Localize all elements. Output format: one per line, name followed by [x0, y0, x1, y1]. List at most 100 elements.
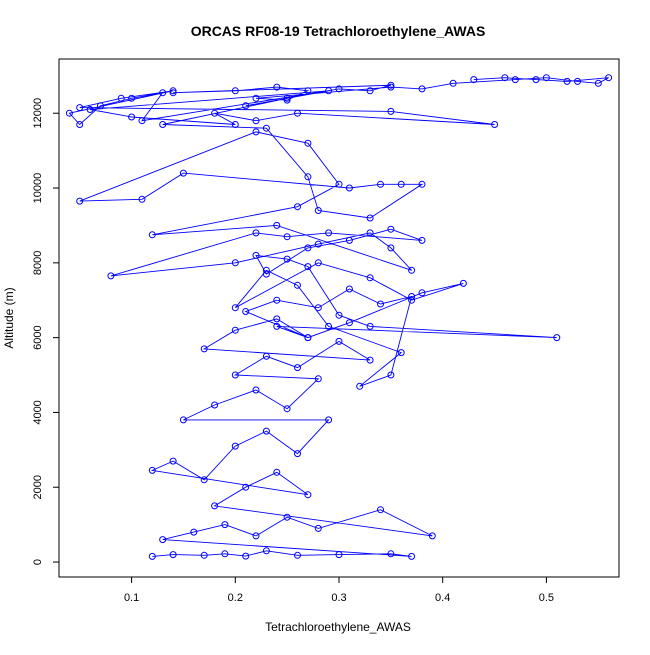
- data-point: [366, 229, 374, 237]
- series-layer: [65, 74, 613, 560]
- data-point: [294, 281, 301, 289]
- data-point: [366, 214, 374, 222]
- data-point: [345, 319, 353, 327]
- data-point: [169, 457, 177, 465]
- data-point: [221, 521, 229, 529]
- y-axis-label: Altitude (m): [2, 287, 16, 348]
- data-point: [553, 334, 561, 342]
- data-point: [117, 94, 125, 102]
- data-point: [335, 337, 343, 345]
- data-point: [252, 117, 260, 125]
- data-point: [273, 296, 281, 304]
- data-point: [294, 551, 301, 559]
- data-point: [262, 266, 270, 274]
- data-point: [231, 87, 239, 95]
- data-point: [314, 375, 322, 383]
- data-point: [449, 79, 457, 87]
- data-point: [408, 293, 416, 300]
- data-point: [211, 502, 219, 510]
- data-point: [148, 466, 156, 474]
- data-point: [159, 121, 167, 128]
- data-point: [179, 169, 187, 177]
- data-point: [428, 532, 436, 540]
- data-point: [408, 266, 416, 274]
- data-point: [397, 349, 405, 357]
- data-point: [283, 255, 291, 263]
- data-point: [366, 274, 374, 282]
- data-point: [459, 279, 467, 287]
- data-point: [273, 221, 281, 229]
- data-point: [418, 85, 426, 93]
- data-point: [294, 109, 301, 117]
- data-point: [283, 513, 291, 521]
- data-point: [65, 109, 73, 117]
- data-point: [231, 326, 239, 334]
- y-tick-label: 6000: [32, 325, 44, 349]
- data-point: [366, 356, 374, 364]
- data-point: [532, 76, 540, 84]
- y-tick-label: 4000: [32, 400, 44, 424]
- data-point: [325, 87, 333, 95]
- data-point: [605, 74, 613, 82]
- data-point: [304, 491, 312, 499]
- chart-title: ORCAS RF08-19 Tetrachloroethylene_AWAS: [191, 23, 486, 39]
- x-axis: 0.1 0.2 0.3 0.4 0.5: [124, 576, 554, 604]
- data-point: [76, 121, 84, 128]
- x-tick-label: 0.3: [331, 592, 346, 604]
- x-tick-label: 0.1: [124, 592, 139, 604]
- data-point: [418, 180, 426, 188]
- y-axis: 0 2000 4000 6000 8000 10000 12000: [32, 98, 60, 565]
- data-point: [470, 76, 478, 84]
- data-point: [335, 180, 343, 188]
- data-point: [377, 300, 384, 308]
- x-tick-label: 0.2: [228, 592, 243, 604]
- data-point: [345, 236, 353, 244]
- data-point: [159, 536, 167, 544]
- data-point: [408, 552, 416, 560]
- data-point: [138, 195, 146, 203]
- y-tick-label: 0: [32, 559, 44, 565]
- data-point: [148, 552, 156, 560]
- data-point: [314, 259, 322, 267]
- data-point: [387, 81, 395, 89]
- data-point: [128, 113, 136, 121]
- data-point: [242, 483, 250, 491]
- data-point: [200, 345, 208, 353]
- data-point: [408, 296, 416, 304]
- data-point: [594, 79, 602, 87]
- data-point: [128, 94, 136, 102]
- data-point: [107, 272, 115, 280]
- x-axis-label: Tetrachloroethylene_AWAS: [265, 620, 411, 634]
- data-point: [262, 547, 270, 555]
- data-point: [231, 304, 239, 312]
- data-point: [262, 124, 270, 132]
- data-point: [273, 468, 281, 476]
- data-point: [377, 506, 384, 514]
- data-point: [148, 231, 156, 239]
- data-point: [169, 87, 177, 95]
- data-point: [76, 197, 84, 205]
- y-tick-label: 10000: [32, 173, 44, 204]
- data-point: [542, 74, 550, 82]
- data-point: [159, 89, 167, 97]
- x-tick-label: 0.5: [539, 592, 554, 604]
- data-point: [138, 117, 146, 125]
- x-tick-label: 0.4: [435, 592, 450, 604]
- data-point: [169, 89, 177, 97]
- data-point: [314, 524, 322, 532]
- data-point: [221, 550, 229, 558]
- series-line: [68, 77, 609, 557]
- data-point: [304, 139, 312, 147]
- data-point: [387, 107, 395, 115]
- data-point: [314, 240, 322, 248]
- data-point: [335, 85, 343, 93]
- data-point: [231, 121, 239, 128]
- data-point: [387, 83, 395, 91]
- data-point: [501, 74, 509, 82]
- y-tick-label: 8000: [32, 251, 44, 275]
- data-point: [252, 386, 260, 394]
- data-point: [179, 416, 187, 424]
- data-point: [418, 289, 426, 297]
